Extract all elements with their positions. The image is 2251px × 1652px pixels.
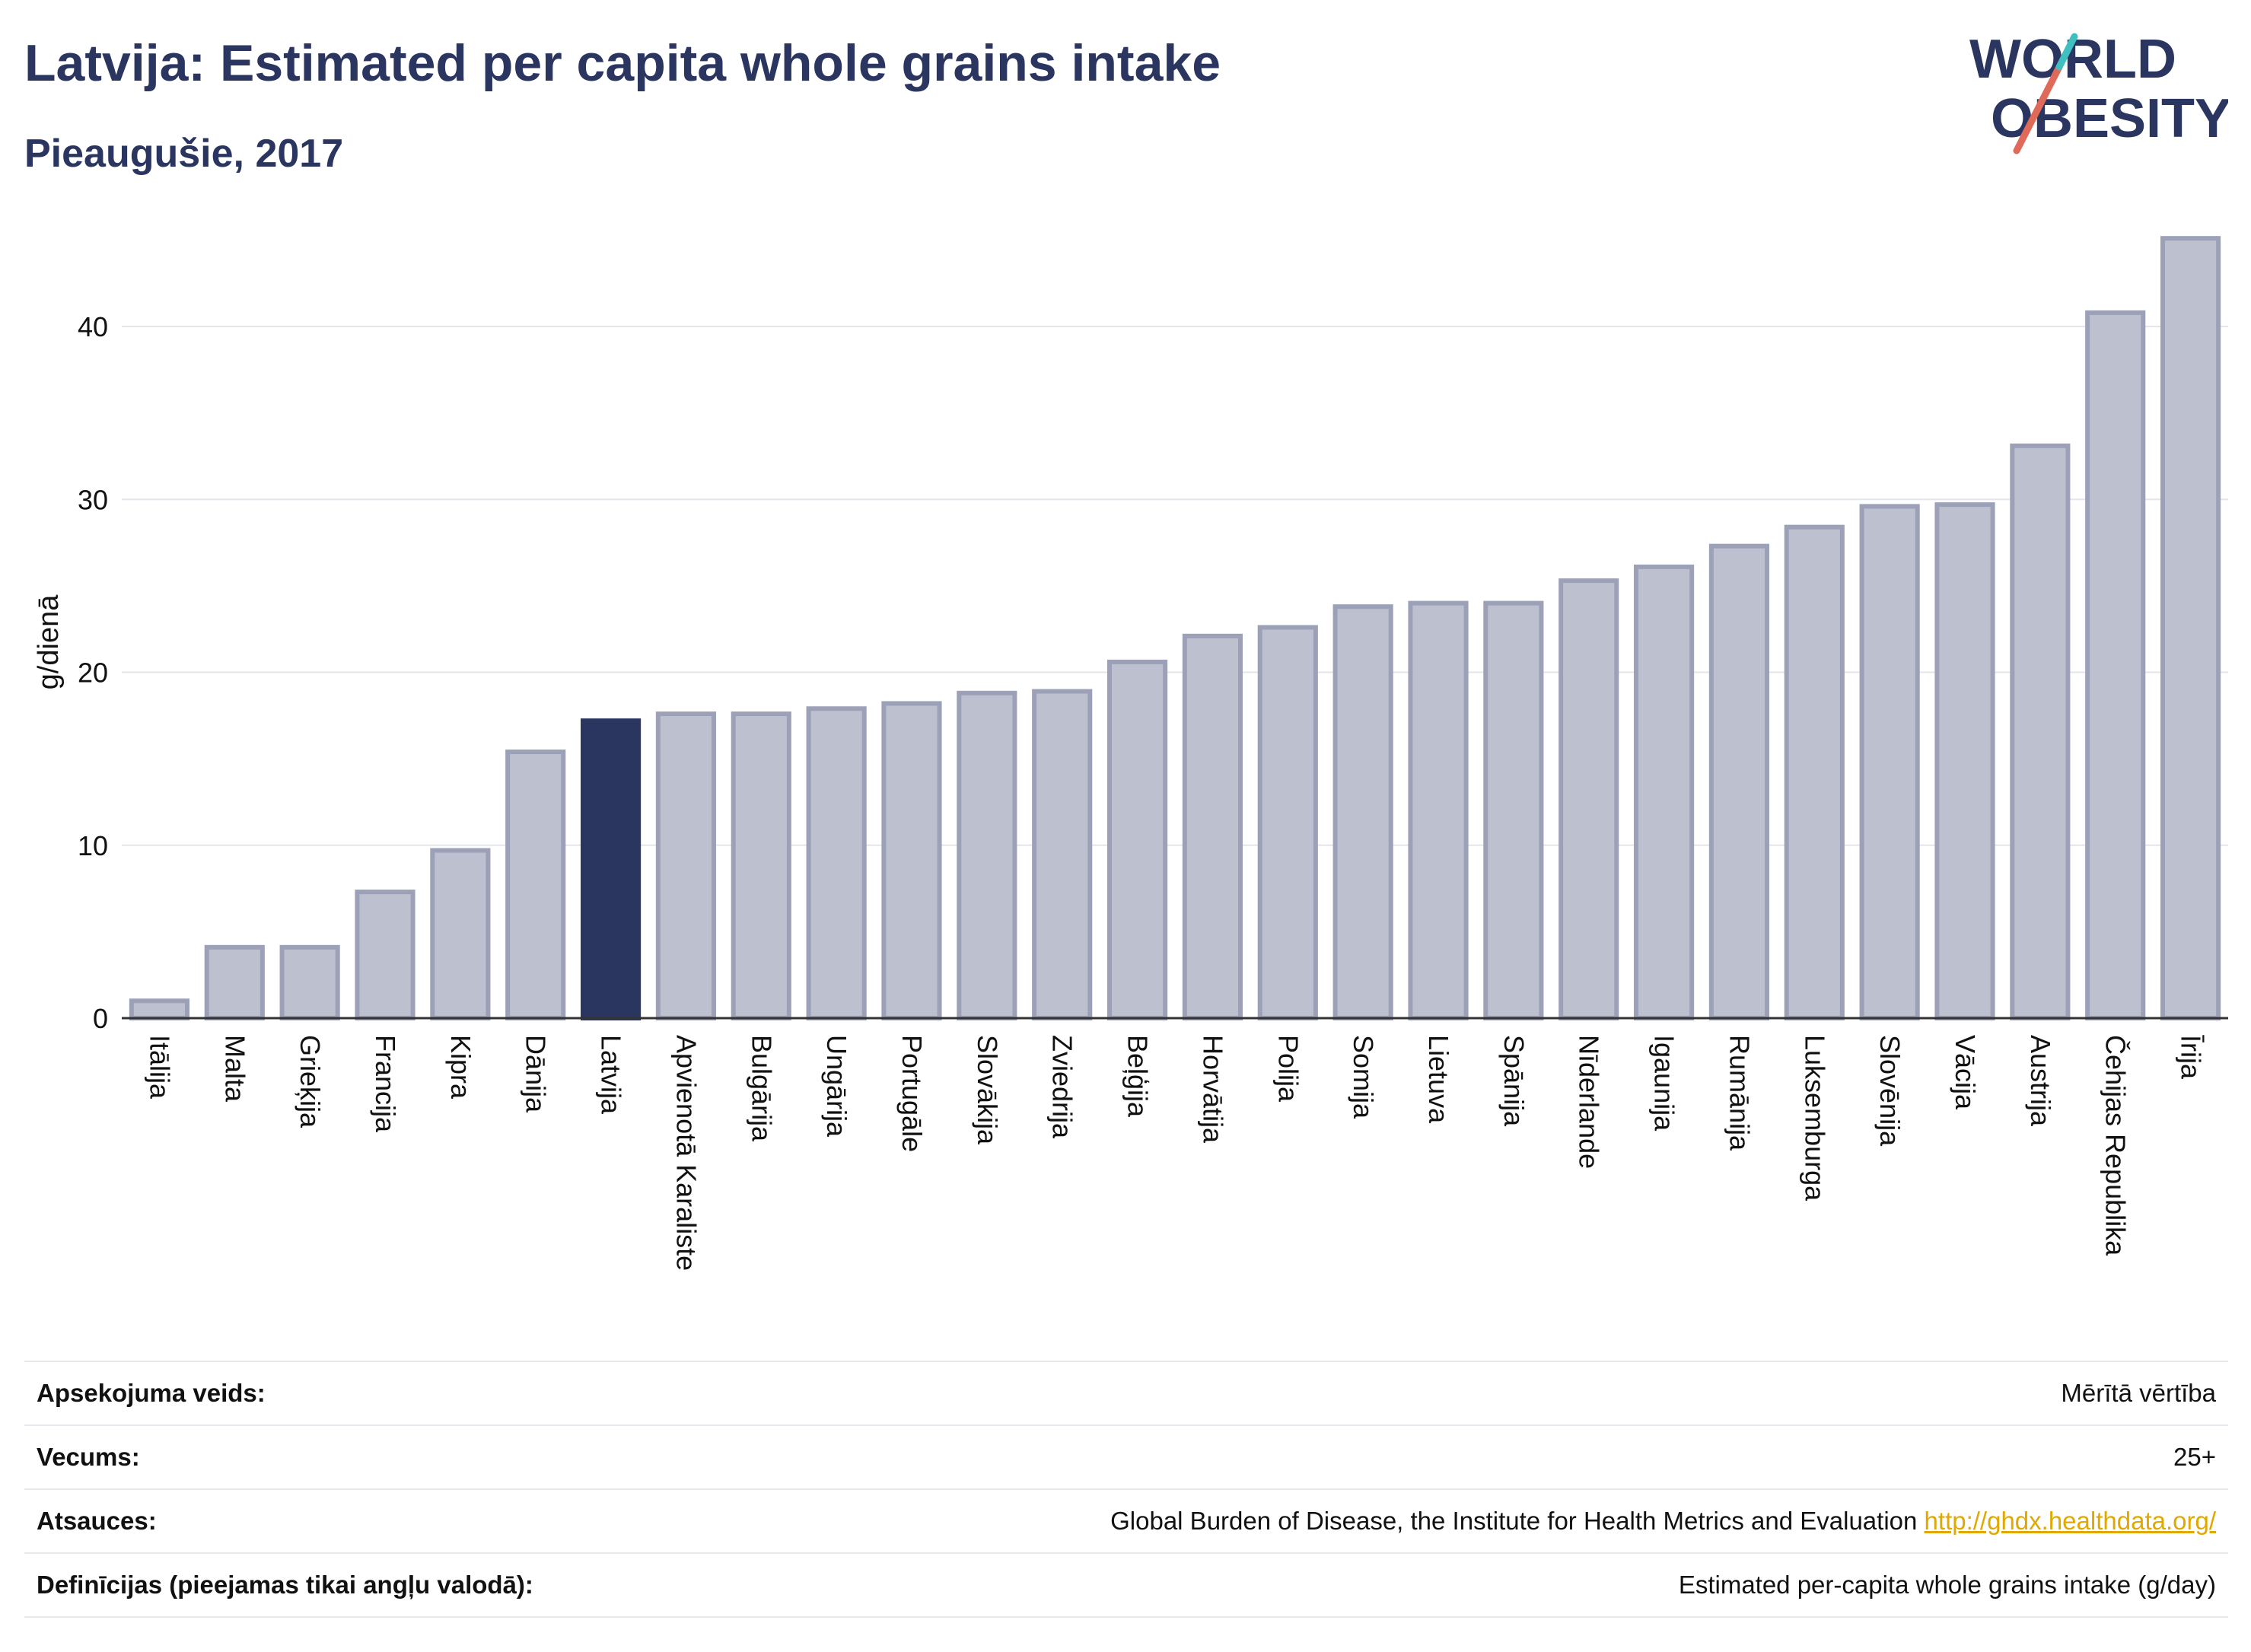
x-tick-label: Malta bbox=[219, 1035, 250, 1103]
x-tick-label: Dānija bbox=[521, 1035, 552, 1113]
x-tick-label: Somija bbox=[1348, 1035, 1379, 1119]
bar-16 bbox=[1257, 625, 1318, 1020]
bar-21 bbox=[1633, 564, 1695, 1020]
x-tick-label: Ungārija bbox=[821, 1035, 852, 1138]
bar-chart: 0 10 20 30 40 Itālija Malta Grieķija Francija Ki… bbox=[33, 236, 2228, 1271]
x-tick-label: Spānija bbox=[1498, 1035, 1530, 1127]
bar-13 bbox=[1032, 689, 1093, 1020]
x-tick-label: Apvienotā Karaliste bbox=[670, 1035, 702, 1271]
meta-row-references: Atsauces: Global Burden of Disease, the … bbox=[24, 1488, 2228, 1552]
x-tick-label: Čehijas Republika bbox=[2100, 1035, 2132, 1256]
meta-value: 25+ bbox=[2173, 1443, 2216, 1471]
world-obesity-logo: WORLD OBESITY bbox=[1969, 29, 2228, 154]
x-tick-label: Rumānija bbox=[1724, 1035, 1755, 1151]
meta-value: Global Burden of Disease, the Institute … bbox=[1110, 1507, 2228, 1536]
meta-value: Estimated per-capita whole grains intake… bbox=[1678, 1571, 2216, 1599]
bar-14 bbox=[1106, 659, 1168, 1021]
x-tick-label: Bulgārija bbox=[746, 1035, 777, 1142]
x-tick-label: Kipra bbox=[445, 1035, 476, 1100]
y-tick-label: 40 bbox=[78, 311, 108, 342]
bar-15 bbox=[1182, 633, 1243, 1020]
x-tick-label: Nīderlande bbox=[1574, 1035, 1605, 1169]
bar-1 bbox=[129, 998, 190, 1021]
bar-6 bbox=[505, 750, 566, 1020]
meta-key: Atsauces: bbox=[37, 1507, 157, 1535]
bar-12 bbox=[957, 690, 1017, 1020]
y-axis-label: g/dienā bbox=[33, 594, 65, 690]
meta-key: Definīcijas (pieejamas tikai angļu valod… bbox=[37, 1571, 533, 1599]
x-tick-label: Lietuva bbox=[1423, 1035, 1454, 1124]
bar-25 bbox=[1934, 502, 1995, 1020]
bar-8 bbox=[655, 711, 717, 1021]
x-axis-ticks: Itālija Malta Grieķija Francija Kipra Dānija L… bbox=[144, 1035, 2206, 1271]
bar-24 bbox=[1859, 504, 1920, 1020]
x-tick-label: Francija bbox=[370, 1035, 401, 1133]
x-tick-label: Zviedrija bbox=[1047, 1035, 1078, 1139]
x-tick-label: Beļģija bbox=[1122, 1035, 1154, 1118]
meta-row-definitions: Definīcijas (pieejamas tikai angļu valod… bbox=[24, 1552, 2228, 1618]
bar-28 bbox=[2160, 236, 2221, 1021]
bar-3 bbox=[279, 944, 340, 1020]
bar-23 bbox=[1784, 524, 1845, 1020]
bar-4 bbox=[355, 890, 415, 1020]
y-tick-label: 10 bbox=[78, 830, 108, 861]
chart-title: Latvija: Estimated per capita whole grai… bbox=[24, 34, 1221, 92]
logo-slash-red bbox=[2013, 63, 2063, 154]
bar-18 bbox=[1408, 600, 1469, 1020]
x-tick-label: Igaunija bbox=[1649, 1035, 1680, 1132]
x-tick-label: Slovēnija bbox=[1874, 1035, 1906, 1147]
bar-22 bbox=[1708, 543, 1770, 1020]
y-tick-label: 30 bbox=[78, 484, 108, 515]
bar-10 bbox=[806, 706, 867, 1020]
x-tick-label: Luksemburga bbox=[1799, 1035, 1830, 1202]
meta-value: Mērītā vērtība bbox=[2061, 1379, 2216, 1407]
meta-key: Apsekojuma veids: bbox=[37, 1379, 266, 1407]
meta-row-age: Vecums: 25+ bbox=[24, 1424, 2228, 1488]
bar-26 bbox=[2010, 443, 2071, 1020]
x-tick-label: Slovākija bbox=[972, 1035, 1003, 1145]
chart-subtitle: Pieaugušie, 2017 bbox=[24, 132, 344, 176]
bar-2 bbox=[204, 944, 265, 1020]
bar-11 bbox=[881, 701, 942, 1020]
reference-link[interactable]: http://ghdx.healthdata.org/ bbox=[1924, 1507, 2216, 1535]
bar-19 bbox=[1483, 600, 1544, 1020]
x-tick-label: Latvija bbox=[596, 1035, 627, 1115]
y-tick-label: 20 bbox=[78, 657, 108, 689]
x-tick-label: Grieķija bbox=[295, 1035, 326, 1128]
bars bbox=[129, 236, 2221, 1021]
y-axis-ticks: 0 10 20 30 40 bbox=[78, 311, 108, 1034]
bar-20 bbox=[1559, 578, 1619, 1020]
bar-17 bbox=[1332, 604, 1393, 1020]
bar-5 bbox=[430, 848, 491, 1021]
logo-slash-teal bbox=[2055, 33, 2078, 71]
reference-text: Global Burden of Disease, the Institute … bbox=[1110, 1507, 1918, 1535]
x-tick-label: Polija bbox=[1272, 1035, 1304, 1103]
meta-row-survey: Apsekojuma veids: Mērītā vērtība bbox=[24, 1361, 2228, 1424]
bar-7 bbox=[580, 718, 642, 1021]
x-tick-label: Vācija bbox=[1950, 1035, 1981, 1110]
meta-key: Vecums: bbox=[37, 1443, 140, 1471]
y-tick-label: 0 bbox=[93, 1003, 108, 1034]
x-tick-label: Portugāle bbox=[896, 1035, 928, 1152]
x-tick-label: Horvātija bbox=[1197, 1035, 1228, 1144]
bar-27 bbox=[2085, 310, 2146, 1020]
metadata-table: Apsekojuma veids: Mērītā vērtība Vecums:… bbox=[24, 1361, 2228, 1618]
x-tick-label: Īrija bbox=[2176, 1035, 2207, 1080]
x-tick-label: Austrija bbox=[2025, 1035, 2056, 1127]
bar-9 bbox=[731, 711, 791, 1021]
x-tick-label: Itālija bbox=[144, 1035, 175, 1100]
